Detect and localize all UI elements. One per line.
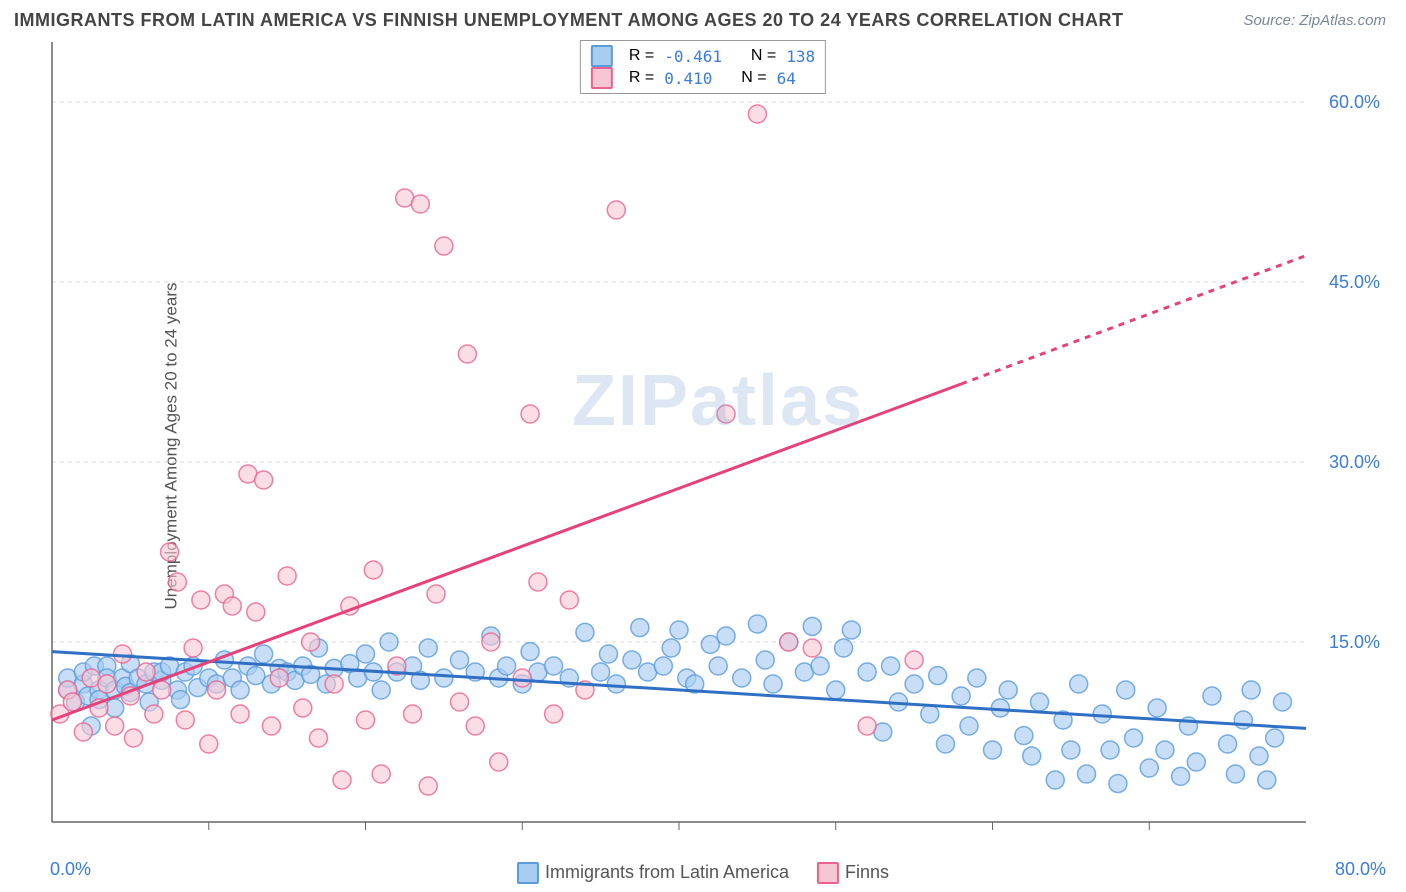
legend-label: Immigrants from Latin America: [545, 862, 789, 882]
svg-text:30.0%: 30.0%: [1329, 452, 1380, 472]
series-swatch: [591, 67, 613, 89]
stats-row: R = -0.461 N = 138: [591, 45, 815, 67]
stats-legend-box: R =-0.461 N =138R = 0.410 N = 64: [580, 40, 826, 94]
legend-swatch: [817, 862, 839, 884]
n-label: N =: [741, 69, 766, 87]
legend-label: Finns: [845, 862, 889, 882]
x-axis-max-label: 80.0%: [1335, 859, 1386, 880]
n-label: N =: [751, 47, 776, 65]
series-swatch: [591, 45, 613, 67]
legend-swatch: [517, 862, 539, 884]
scatter-svg: 15.0% 30.0% 45.0% 60.0%: [50, 40, 1386, 842]
svg-text:15.0%: 15.0%: [1329, 632, 1380, 652]
n-value: 138: [786, 47, 815, 66]
svg-text:60.0%: 60.0%: [1329, 92, 1380, 112]
r-value: 0.410: [664, 69, 712, 88]
chart-container: IMMIGRANTS FROM LATIN AMERICA VS FINNISH…: [0, 0, 1406, 892]
r-label: R =: [629, 69, 654, 87]
chart-title: IMMIGRANTS FROM LATIN AMERICA VS FINNISH…: [14, 10, 1124, 31]
svg-text:45.0%: 45.0%: [1329, 272, 1380, 292]
stats-row: R = 0.410 N = 64: [591, 67, 815, 89]
r-value: -0.461: [664, 47, 722, 66]
legend-item: Immigrants from Latin America: [517, 862, 789, 884]
n-value: 64: [777, 69, 796, 88]
source-attribution: Source: ZipAtlas.com: [1243, 12, 1386, 29]
legend-item: Finns: [817, 862, 889, 884]
r-label: R =: [629, 47, 654, 65]
bottom-legend: Immigrants from Latin America Finns: [517, 862, 889, 884]
plot-area: 15.0%30.0%45.0%60.0% ZIPatlas: [50, 40, 1386, 842]
x-axis-min-label: 0.0%: [50, 859, 91, 880]
